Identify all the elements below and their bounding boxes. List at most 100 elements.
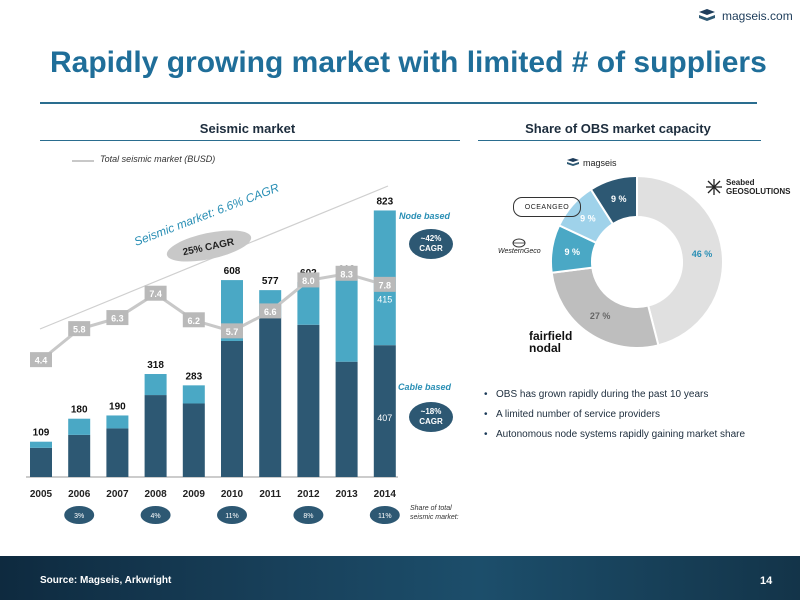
donut-slice-label: 46 %	[692, 249, 713, 259]
bar-total-label: 283	[185, 371, 202, 382]
bar-node-based	[30, 441, 52, 448]
share-of-total-value: 8%	[303, 513, 313, 520]
company-name: magseis	[583, 157, 617, 168]
line-point-box	[68, 321, 91, 337]
page-number: 14	[760, 575, 773, 587]
bar-segment-label: 415	[377, 294, 392, 304]
cagr-oval	[166, 230, 252, 262]
company-name: OCEANGEO	[524, 203, 570, 211]
brand-logo: magseis.com	[697, 8, 793, 24]
x-tick-label: 2005	[30, 489, 53, 500]
bar-total-label: 109	[33, 428, 50, 439]
share-of-total-value: 4%	[151, 513, 161, 520]
bar-node-based	[182, 385, 205, 404]
x-tick-label: 2009	[183, 489, 206, 500]
brand-url: magseis.com	[722, 9, 793, 23]
line-point-label: 4.4	[35, 356, 48, 366]
bullet-item: Autonomous node systems rapidly gaining …	[482, 428, 767, 441]
cable-based-label: Cable based	[398, 382, 452, 392]
bar-cable-based	[182, 403, 205, 477]
seabed-burst-icon	[706, 179, 722, 195]
donut-slice-label: 9 %	[565, 247, 581, 257]
legend-line-swatch	[72, 160, 94, 162]
share-of-total-badge	[217, 506, 247, 524]
bar-node-based	[297, 282, 320, 325]
donut-slice-label: 9 %	[580, 214, 596, 224]
bullet-list: OBS has grown rapidly during the past 10…	[482, 388, 767, 448]
bar-total-label: 823	[376, 196, 393, 207]
westerngeco-globe-icon	[512, 238, 526, 248]
node-cagr-badge: ~42% CAGR	[409, 229, 453, 259]
x-tick-label: 2007	[106, 489, 129, 500]
company-name: WesternGeco	[498, 248, 541, 255]
line-point-label: 6.3	[111, 314, 124, 324]
seabed-company-logo: Seabed GEOSOLUTIONS	[705, 178, 791, 196]
bar-total-label: 180	[71, 405, 88, 416]
share-of-total-value: 11%	[225, 513, 239, 520]
bar-node-based	[106, 415, 129, 429]
seismic-heading-rule	[40, 140, 460, 141]
bullet-item: A limited number of service providers	[482, 408, 767, 421]
bar-total-label: 608	[224, 266, 241, 277]
westerngeco-company-logo: WesternGeco	[498, 238, 541, 255]
company-name: fairfield nodal	[529, 329, 573, 355]
bar-node-based	[335, 278, 358, 362]
line-point-box	[259, 303, 282, 319]
seismic-market-heading: Seismic market	[199, 121, 296, 136]
bar-total-label: 190	[109, 401, 126, 412]
magseis-logo-icon	[699, 9, 715, 21]
line-point-box	[335, 265, 358, 281]
cable-cagr-badge: ~18% CAGR	[409, 402, 453, 432]
share-of-total-badge	[293, 506, 324, 524]
x-tick-label: 2013	[335, 489, 358, 500]
share-of-total-value: 3%	[74, 513, 84, 520]
donut-slice	[589, 174, 638, 226]
line-point-label: 8.0	[302, 276, 315, 286]
share-of-total-badge	[369, 506, 400, 524]
bar-total-label: 318	[147, 360, 164, 371]
line-point-box	[30, 352, 52, 368]
obs-share-heading: Share of OBS market capacity	[525, 121, 711, 136]
bar-cable-based	[259, 317, 282, 477]
line-point-label: 8.3	[340, 269, 353, 279]
bar-cable-based	[221, 340, 243, 477]
x-tick-label: 2011	[259, 489, 281, 500]
line-point-box	[221, 323, 243, 339]
obs-heading-rule	[478, 140, 761, 141]
line-point-label: 5.7	[226, 327, 239, 337]
magseis-company-logo: magseis	[566, 157, 617, 168]
bar-node-based	[144, 374, 167, 396]
line-point-box	[144, 285, 167, 301]
oceangeo-company-logo: OCEANGEO	[513, 197, 581, 217]
line-point-box	[106, 310, 129, 326]
bullet-item: OBS has grown rapidly during the past 10…	[482, 388, 767, 401]
line-point-box	[297, 272, 320, 288]
fairfield-company-logo: fairfield nodal	[529, 330, 589, 354]
share-of-total-badge	[64, 506, 95, 524]
total-market-line	[40, 272, 386, 362]
company-name: Seabed GEOSOLUTIONS	[726, 178, 791, 196]
title-divider	[40, 102, 757, 104]
x-tick-label: 2014	[374, 489, 397, 500]
line-point-label: 6.2	[188, 316, 201, 326]
share-of-total-value: 11%	[378, 513, 392, 520]
seismic-market-chart: Seismic market: 6.6% CAGR109200518020061…	[26, 174, 724, 524]
line-point-label: 6.6	[264, 307, 277, 317]
node-based-label: Node based	[399, 211, 451, 221]
donut-slice-label: 9 %	[611, 194, 627, 204]
bar-cable-based	[68, 434, 91, 477]
line-point-label: 7.8	[379, 280, 392, 290]
bar-cable-based	[297, 324, 320, 477]
magseis-mark-icon	[567, 158, 579, 166]
bar-cable-based	[373, 345, 396, 477]
x-tick-label: 2006	[68, 489, 91, 500]
line-point-box	[373, 276, 396, 292]
donut-slice	[636, 174, 724, 347]
x-tick-label: 2010	[221, 489, 244, 500]
donut-slice-label: 27 %	[590, 311, 611, 321]
bar-node-based	[68, 418, 91, 435]
line-point-label: 5.8	[73, 325, 86, 335]
x-tick-label: 2012	[297, 489, 320, 500]
page-title: Rapidly growing market with limited # of…	[50, 46, 767, 79]
bar-cable-based	[335, 361, 358, 477]
